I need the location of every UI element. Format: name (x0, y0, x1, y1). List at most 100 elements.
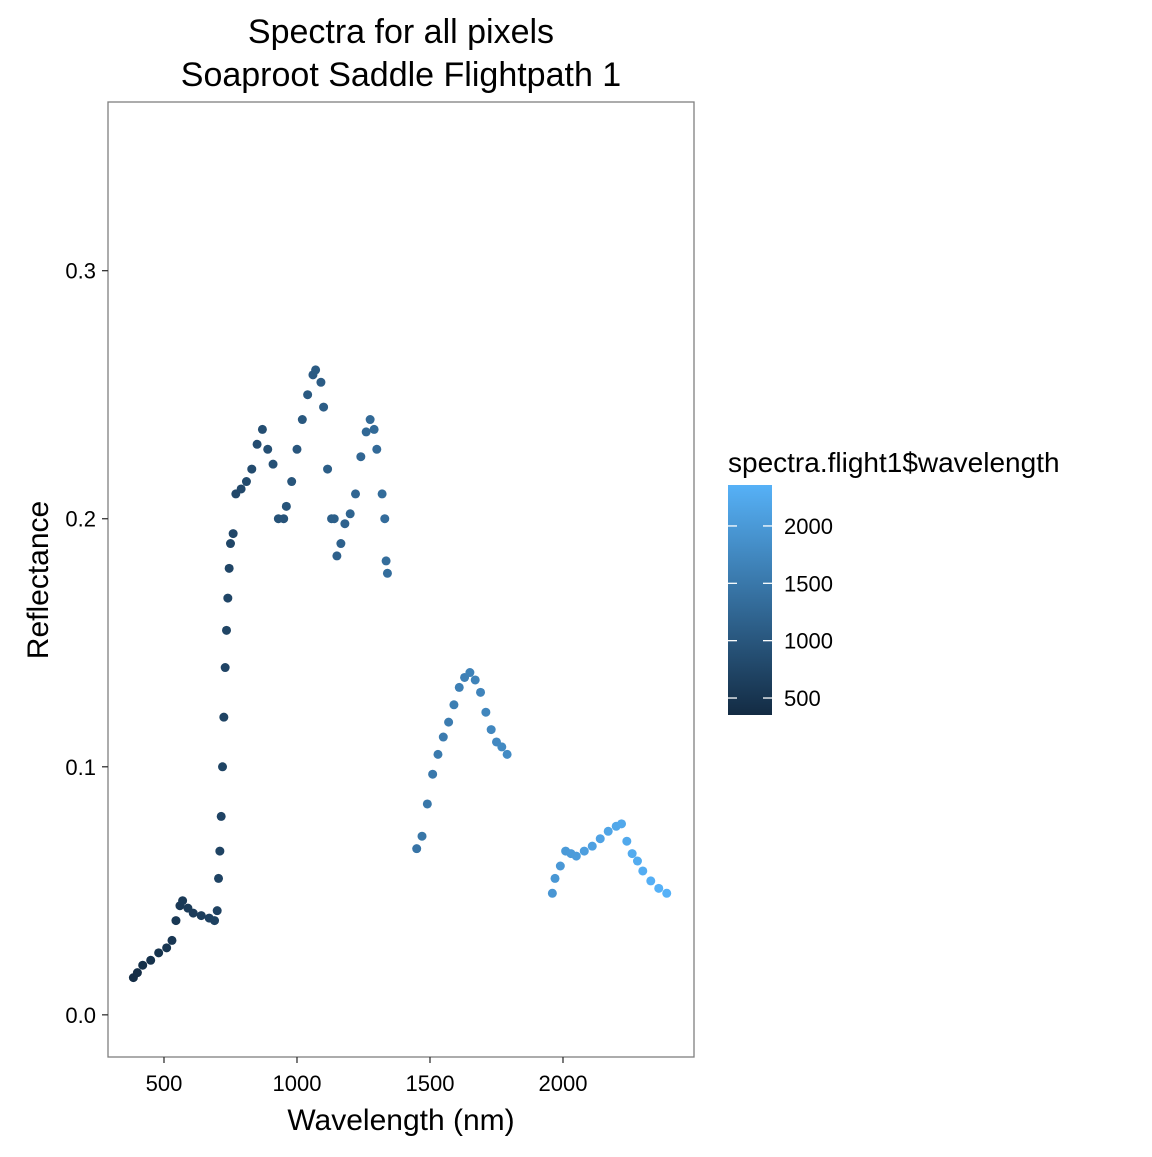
point (279, 514, 289, 524)
point (336, 539, 346, 549)
point (268, 459, 278, 469)
x-tick-label: 1500 (406, 1071, 455, 1096)
point (329, 514, 339, 524)
point (444, 717, 454, 727)
point (547, 888, 557, 898)
point (219, 712, 229, 722)
chart-title: Spectra for all pixels (248, 13, 554, 51)
point (297, 415, 307, 425)
point (646, 876, 656, 886)
point (587, 841, 597, 851)
point (622, 836, 632, 846)
panel-border (107, 101, 695, 1058)
point (428, 769, 438, 779)
chart-subtitle: Soaproot Saddle Flightpath 1 (181, 56, 621, 94)
point (332, 551, 342, 561)
point (178, 896, 188, 906)
point (654, 883, 664, 893)
point (323, 464, 333, 474)
colorbar (728, 485, 772, 715)
point (167, 935, 177, 945)
point (236, 484, 246, 494)
point (372, 444, 382, 454)
colorbar-tick-label: 2000 (784, 514, 833, 539)
point (345, 509, 355, 519)
point (263, 444, 273, 454)
point (228, 529, 238, 539)
point (571, 851, 581, 861)
point (281, 501, 291, 511)
colorbar-tick-label: 1000 (784, 629, 833, 654)
point (470, 675, 480, 685)
point (449, 700, 459, 710)
y-axis-label: Reflectance (22, 501, 55, 659)
point (292, 444, 302, 454)
legend-title: spectra.flight1$wavelength (728, 447, 1060, 478)
point (550, 873, 560, 883)
point (603, 826, 613, 836)
point (486, 725, 496, 735)
point (417, 831, 427, 841)
point (216, 811, 226, 821)
point (638, 866, 648, 876)
point (210, 916, 220, 926)
point (220, 663, 230, 673)
point (555, 861, 565, 871)
point (223, 593, 233, 603)
point (476, 687, 486, 697)
point (138, 960, 148, 970)
point (340, 519, 350, 529)
point (502, 749, 512, 759)
point (627, 849, 637, 859)
colorbar-tick-label: 500 (784, 686, 821, 711)
point (311, 365, 321, 375)
point (241, 477, 251, 487)
point (412, 844, 422, 854)
colorbar-tick-label: 1500 (784, 571, 833, 596)
x-tick-label: 2000 (539, 1071, 588, 1096)
point (361, 427, 371, 437)
x-axis-label: Wavelength (nm) (287, 1104, 514, 1137)
point (154, 948, 164, 958)
y-tick-label: 0.3 (65, 259, 96, 284)
point (380, 514, 390, 524)
point (381, 556, 391, 566)
point (662, 888, 672, 898)
y-tick-label: 0.1 (65, 755, 96, 780)
point (171, 916, 181, 926)
y-tick-label: 0.0 (65, 1003, 96, 1028)
point (188, 908, 198, 918)
point (319, 402, 329, 412)
point (162, 943, 172, 953)
point (497, 742, 507, 752)
point (481, 707, 491, 717)
point (617, 819, 627, 829)
point (287, 477, 297, 487)
point (365, 415, 375, 425)
point (146, 955, 156, 965)
point (465, 668, 475, 678)
point (351, 489, 361, 499)
point (632, 856, 642, 866)
point (369, 424, 379, 434)
point (356, 452, 366, 462)
point (595, 834, 605, 844)
point (579, 846, 589, 856)
point (132, 968, 142, 978)
point (218, 762, 228, 772)
y-tick-label: 0.2 (65, 507, 96, 532)
point (257, 424, 267, 434)
point (422, 799, 432, 809)
point (222, 625, 232, 635)
point (225, 539, 235, 549)
point (214, 873, 224, 883)
point (316, 377, 326, 387)
point (303, 390, 313, 400)
point (215, 846, 225, 856)
point (252, 439, 262, 449)
point (224, 563, 234, 573)
x-tick-label: 1000 (273, 1071, 322, 1096)
point (377, 489, 387, 499)
